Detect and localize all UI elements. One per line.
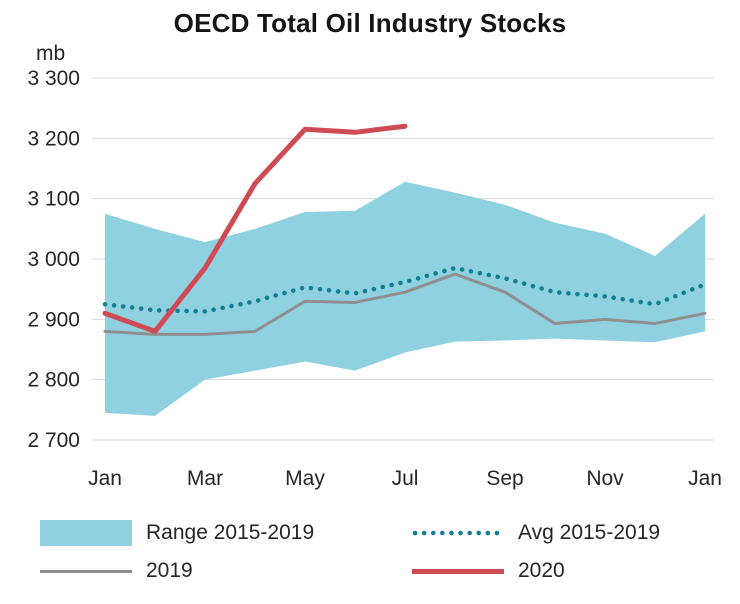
legend-label-range: Range 2015-2019 — [146, 521, 315, 544]
chart-title: OECD Total Oil Industry Stocks — [173, 8, 567, 38]
legend-item-2020: 2020 — [412, 559, 565, 583]
series-line-2020 — [102, 123, 408, 334]
legend: Range 2015-2019 Avg 2015-2019 2019 2020 — [40, 520, 720, 596]
y-tick-label: 2 800 — [27, 369, 80, 392]
series-line-avg-2015-2019 — [102, 265, 708, 314]
y-tick-label: 2 900 — [27, 308, 80, 331]
y-tick-label: 3 100 — [27, 188, 80, 211]
y-tick-label: 2 700 — [27, 429, 80, 452]
legend-label-avg: Avg 2015-2019 — [518, 521, 661, 544]
legend-label-2019: 2019 — [146, 559, 193, 582]
line-2019-swatch — [40, 569, 132, 573]
x-tick-label: Sep — [486, 467, 523, 490]
y-tick-label: 3 200 — [27, 127, 80, 150]
y-tick-label: 3 000 — [27, 248, 80, 271]
legend-item-2019: 2019 — [40, 559, 412, 583]
legend-item-avg: Avg 2015-2019 — [412, 521, 660, 545]
series-line-2019 — [103, 272, 707, 336]
range-band — [105, 181, 705, 416]
x-tick-label: May — [285, 467, 325, 490]
range-band-swatch — [40, 520, 132, 546]
legend-row-1: Range 2015-2019 Avg 2015-2019 — [40, 520, 720, 546]
legend-label-2020: 2020 — [518, 559, 565, 582]
x-tick-label: Jan — [88, 467, 122, 490]
legend-item-range: Range 2015-2019 — [40, 520, 412, 546]
avg-line-swatch — [412, 530, 504, 536]
line-2020-swatch — [412, 568, 504, 574]
y-tick-label: 3 300 — [27, 67, 80, 90]
x-tick-label: Jul — [392, 467, 419, 490]
x-tick-label: Jan — [688, 467, 722, 490]
plot-area: 2 700 2 800 2 900 3 000 3 100 3 200 3 300 Jan Ma… — [27, 67, 722, 490]
y-axis-unit-label: mb — [36, 42, 66, 65]
x-tick-label: Mar — [187, 467, 223, 490]
x-tick-label: Nov — [586, 467, 624, 490]
legend-row-2: 2019 2020 — [40, 559, 720, 583]
